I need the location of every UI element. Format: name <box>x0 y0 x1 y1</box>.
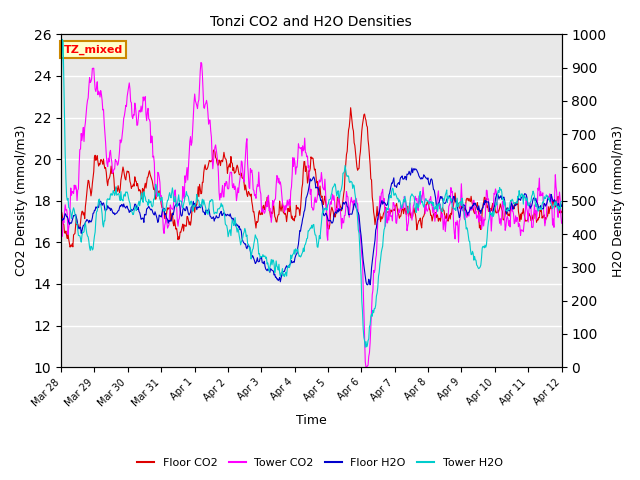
Y-axis label: H2O Density (mmol/m3): H2O Density (mmol/m3) <box>612 125 625 277</box>
Y-axis label: CO2 Density (mmol/m3): CO2 Density (mmol/m3) <box>15 125 28 276</box>
X-axis label: Time: Time <box>296 414 326 427</box>
Legend: Floor CO2, Tower CO2, Floor H2O, Tower H2O: Floor CO2, Tower CO2, Floor H2O, Tower H… <box>133 453 507 472</box>
Title: Tonzi CO2 and H2O Densities: Tonzi CO2 and H2O Densities <box>211 15 412 29</box>
Text: TZ_mixed: TZ_mixed <box>63 45 123 55</box>
